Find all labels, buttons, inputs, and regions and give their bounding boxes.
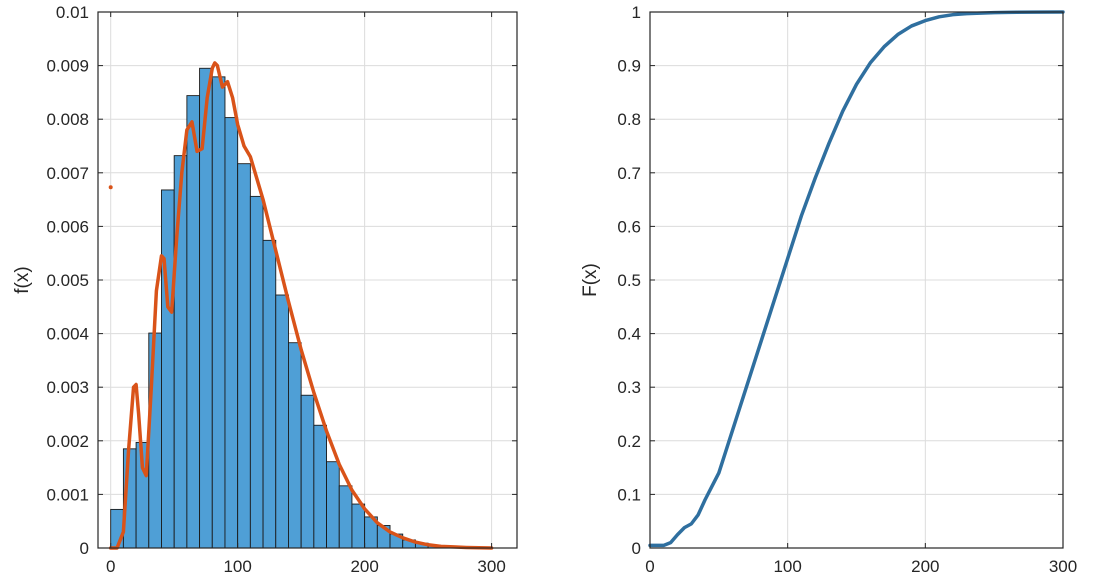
cdf-y-axis-label: F(x) xyxy=(580,263,601,297)
pdf-x-tick-label: 100 xyxy=(223,557,251,576)
cdf-x-tick-label: 200 xyxy=(911,557,939,576)
histogram-bar xyxy=(249,195,264,549)
pdf-y-tick-label: 0.004 xyxy=(46,325,89,344)
pdf-x-tick-label: 300 xyxy=(477,557,505,576)
cdf-x-tick-label: 100 xyxy=(773,557,801,576)
histogram-bar xyxy=(262,239,277,549)
pdf-x-tick-label: 0 xyxy=(106,557,115,576)
cdf-y-tick-label: 0.1 xyxy=(617,485,641,504)
histogram-bar xyxy=(326,461,340,549)
cdf-y-tick-label: 1 xyxy=(632,3,641,22)
pdf-histogram-panel: 0 100 200 300 0 0.001 0.002 0.003 0.004 0.005 0.00… xyxy=(12,3,518,576)
cdf-y-tick-label: 0.4 xyxy=(617,325,641,344)
cdf-y-tick-label: 0.6 xyxy=(617,217,641,236)
histogram-bar xyxy=(275,294,289,549)
cdf-y-tick-label: 0.7 xyxy=(617,164,641,183)
histogram-bar xyxy=(110,508,124,549)
cdf-y-tick-label: 0.9 xyxy=(617,57,641,76)
cdf-y-tick-label: 0.5 xyxy=(617,271,641,290)
pdf-y-tick-label: 0.005 xyxy=(46,271,89,290)
histogram-bar xyxy=(351,503,366,549)
histogram-bar xyxy=(224,117,239,549)
cdf-y-tick-label: 0.3 xyxy=(617,378,641,397)
histogram-bar xyxy=(186,95,201,549)
histogram-bar xyxy=(211,76,226,549)
histogram-bar xyxy=(313,424,327,549)
pdf-y-axis-label: f(x) xyxy=(12,266,33,293)
density-outlier-point xyxy=(108,185,113,190)
pdf-y-tick-label: 0.006 xyxy=(46,217,89,236)
histogram-bar xyxy=(237,163,251,549)
cdf-series-line xyxy=(648,10,1065,548)
pdf-y-tick-label: 0.003 xyxy=(46,378,89,397)
cdf-y-tick-label: 0 xyxy=(632,539,641,558)
density-curve-line xyxy=(108,61,494,550)
histogram-bar xyxy=(161,189,175,549)
pdf-y-tick-label: 0.008 xyxy=(46,110,89,129)
histogram-bar xyxy=(338,485,353,549)
histogram-bar xyxy=(148,332,162,549)
pdf-x-tick-label: 200 xyxy=(350,557,378,576)
cdf-line-panel: 0 100 200 300 0 0.1 0.2 0.3 0.4 0.5 0.6 0.7 0.8 0.9 1 F… xyxy=(580,3,1077,576)
histogram-bar xyxy=(173,155,188,549)
pdf-y-tick-label: 0.002 xyxy=(46,432,89,451)
histogram-bar xyxy=(288,342,302,549)
cdf-x-tick-label: 0 xyxy=(645,557,654,576)
cdf-y-tick-label: 0.8 xyxy=(617,110,641,129)
pdf-y-tick-label: 0.01 xyxy=(56,3,89,22)
pdf-y-tick-label: 0.009 xyxy=(46,57,89,76)
histogram-bar xyxy=(300,394,315,549)
cdf-y-tick-label: 0.2 xyxy=(617,432,641,451)
cdf-x-tick-label: 300 xyxy=(1049,557,1077,576)
pdf-y-tick-label: 0 xyxy=(80,539,89,558)
pdf-y-tick-label: 0.001 xyxy=(46,485,89,504)
pdf-y-tick-label: 0.007 xyxy=(46,164,89,183)
